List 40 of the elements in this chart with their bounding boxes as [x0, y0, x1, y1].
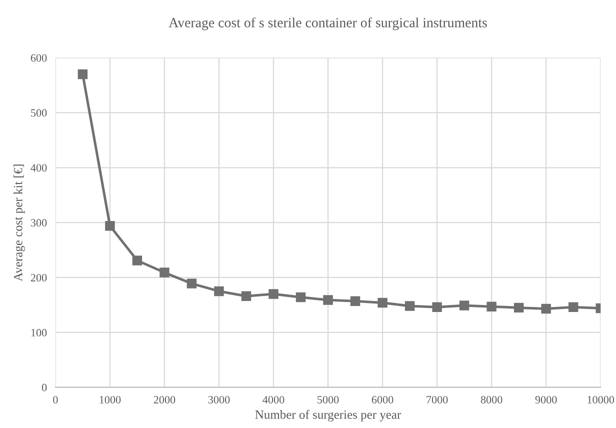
point [296, 292, 306, 302]
point [160, 268, 170, 278]
point [350, 296, 360, 306]
point [241, 291, 252, 302]
y-tick-label: 200 [30, 274, 47, 282]
x-tick-label: 9000 [535, 396, 557, 404]
point [105, 220, 115, 231]
x-tick-label: 0 [53, 396, 58, 404]
point [378, 298, 388, 308]
point [186, 278, 197, 288]
x-tick-label: 4000 [262, 396, 284, 404]
x-tick-label: 8000 [480, 396, 502, 404]
point [132, 256, 142, 266]
point [432, 302, 442, 312]
point [541, 304, 551, 314]
point [268, 289, 278, 299]
y-tick-label: 300 [30, 219, 47, 227]
point [214, 286, 224, 296]
x-tick-label: 7000 [426, 396, 448, 404]
y-tick-label: 0 [42, 384, 47, 392]
x-tick-label: 10000 [588, 396, 614, 404]
x-tick-label: 5000 [318, 396, 339, 404]
y-axis-title: Average cost per kit [€] [14, 164, 25, 282]
point [404, 301, 415, 311]
point [323, 295, 333, 305]
point [78, 69, 88, 80]
y-tick-label: 100 [31, 328, 47, 336]
point [459, 300, 470, 310]
x-axis-title: Number of surgeries per year [255, 410, 402, 422]
point [486, 302, 496, 312]
y-tick-label: 600 [30, 54, 47, 62]
point [568, 302, 578, 312]
y-tick-label: 400 [30, 164, 47, 172]
x-tick-label: 2000 [154, 396, 176, 404]
chart-title: Average cost of s sterile container of surgical instruments [168, 17, 487, 30]
x-tick-label: 1000 [100, 396, 121, 404]
point [514, 302, 524, 313]
x-tick-label: 6000 [372, 396, 394, 404]
y-tick-label: 500 [31, 109, 47, 117]
x-tick-label: 3000 [208, 396, 230, 404]
